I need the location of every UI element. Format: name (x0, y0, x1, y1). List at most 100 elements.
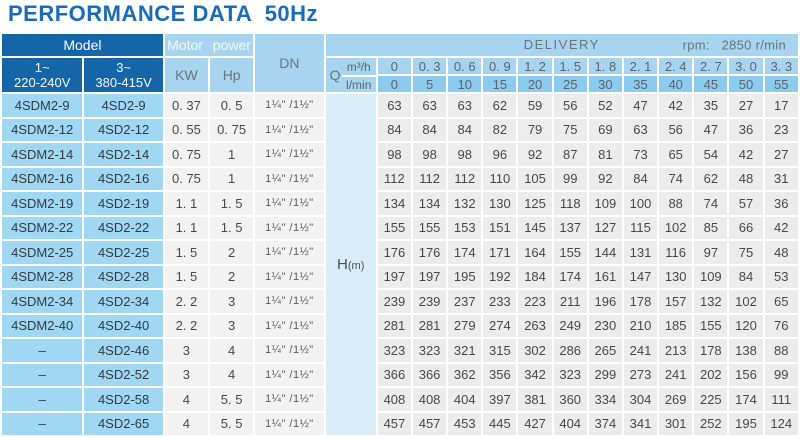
h-unit-label: (m) (347, 259, 365, 272)
head-value-cell: 241 (623, 339, 658, 362)
hp-value-cell: 1 (210, 167, 254, 190)
head-value-cell: 155 (413, 216, 447, 239)
head-value-cell: 302 (518, 339, 552, 362)
kw-value-cell: 1. 1 (164, 192, 209, 215)
model-1phase-cell: 4SDM2-22 (2, 216, 83, 239)
model-3phase-cell: 4SD2-28 (84, 265, 163, 288)
m3h-unit-label: m³/h (346, 60, 371, 74)
head-value-cell: 36 (729, 118, 763, 141)
dn-value-cell: 1¼" /1½" (255, 167, 324, 190)
table-body: 4SDM2-9 4SD2-9 0. 37 0. 5 1¼" /1½" H(m) 63 63 63… (2, 94, 798, 435)
hp-value-cell: 4 (210, 339, 254, 362)
head-value-cell: 445 (483, 412, 517, 435)
header-row-1: Model Motor power DN DELIVERY rpm: 2850 … (2, 34, 798, 92)
model-3phase-cell: 4SD2-46 (84, 339, 163, 362)
head-value-cell: 73 (623, 143, 658, 166)
hp-value-cell: 5. 5 (210, 412, 254, 435)
head-value-cell: 315 (483, 339, 517, 362)
head-value-cell: 109 (588, 192, 622, 215)
head-value-cell: 323 (377, 339, 411, 362)
head-value-cell: 27 (729, 94, 763, 117)
head-unit-cell: H(m) (325, 94, 376, 435)
dn-value-cell: 1¼" /1½" (255, 388, 324, 411)
head-value-cell: 74 (694, 192, 728, 215)
head-value-cell: 174 (729, 388, 763, 411)
head-value-cell: 273 (623, 363, 658, 386)
flow-m3h-value: 1. 5 (553, 58, 587, 74)
head-value-cell: 195 (729, 412, 763, 435)
model-3phase-cell: 4SD2-16 (84, 167, 163, 190)
kw-value-cell: 0. 75 (164, 143, 209, 166)
head-value-cell: 171 (483, 241, 517, 264)
head-value-cell: 31 (764, 167, 798, 190)
head-value-cell: 453 (448, 412, 482, 435)
head-value-cell: 48 (729, 167, 763, 190)
head-value-cell: 404 (553, 412, 587, 435)
single-phase-voltage: 220-240V (14, 75, 71, 90)
head-value-cell: 157 (659, 290, 693, 313)
head-value-cell: 52 (588, 94, 622, 117)
three-phase-voltage: 380-415V (95, 75, 152, 90)
head-value-cell: 334 (588, 388, 622, 411)
lmin-unit-label: l/min (341, 75, 376, 92)
table-row: 4SDM2-14 4SD2-14 0. 75 1 1¼" /1½" 98 98 98 96 92 8… (2, 143, 798, 166)
head-value-cell: 96 (483, 143, 517, 166)
head-value-cell: 263 (518, 314, 552, 337)
head-value-cell: 56 (553, 94, 587, 117)
head-value-cell: 54 (694, 143, 728, 166)
kw-value-cell: 0. 37 (164, 94, 209, 117)
single-phase-symbol: 1~ (34, 60, 50, 75)
model-1phase-cell: 4SDM2-34 (2, 290, 83, 313)
kw-value-cell: 2. 2 (164, 290, 209, 313)
head-value-cell: 356 (483, 363, 517, 386)
head-value-cell: 197 (377, 265, 411, 288)
head-value-cell: 184 (518, 265, 552, 288)
model-1phase-cell: 4SDM2-28 (2, 265, 83, 288)
head-value-cell: 99 (553, 167, 587, 190)
table-row: 4SDM2-16 4SD2-16 0. 75 1 1¼" /1½" 112 112 112 11… (2, 167, 798, 190)
model-3phase-cell: 4SD2-40 (84, 314, 163, 337)
head-value-cell: 110 (483, 167, 517, 190)
flow-header-wrap: Q m³/h l/min (326, 58, 376, 92)
flow-lmin-value: 55 (764, 76, 798, 92)
head-value-cell: 197 (413, 265, 447, 288)
kw-value-cell: 2. 2 (164, 314, 209, 337)
table-row: 4SDM2-25 4SD2-25 1. 5 2 1¼" /1½" 176 176 174 171… (2, 241, 798, 264)
head-value-cell: 87 (553, 143, 587, 166)
model-header: Model (2, 34, 163, 56)
head-value-cell: 155 (553, 241, 587, 264)
head-value-cell: 42 (764, 216, 798, 239)
head-value-cell: 362 (448, 363, 482, 386)
head-value-cell: 304 (623, 388, 658, 411)
flow-m3h-value: 2. 7 (694, 58, 728, 74)
head-value-cell: 174 (553, 265, 587, 288)
head-value-cell: 156 (729, 363, 763, 386)
head-value-cell: 42 (659, 94, 693, 117)
head-value-cell: 62 (483, 94, 517, 117)
flow-lmin-value: 35 (623, 76, 658, 92)
head-value-cell: 79 (518, 118, 552, 141)
head-value-cell: 125 (518, 192, 552, 215)
head-value-cell: 138 (729, 339, 763, 362)
head-value-cell: 17 (764, 94, 798, 117)
head-value-cell: 239 (413, 290, 447, 313)
head-value-cell: 211 (553, 290, 587, 313)
head-value-cell: 134 (377, 192, 411, 215)
head-value-cell: 62 (694, 167, 728, 190)
head-value-cell: 98 (448, 143, 482, 166)
head-value-cell: 225 (694, 388, 728, 411)
dn-value-cell: 1¼" /1½" (255, 363, 324, 386)
head-value-cell: 84 (448, 118, 482, 141)
head-value-cell: 100 (623, 192, 658, 215)
hp-value-cell: 1 (210, 143, 254, 166)
hp-value-cell: 0. 5 (210, 94, 254, 117)
head-value-cell: 176 (413, 241, 447, 264)
header-row-2: 1~ 220-240V 3~ 380-415V KW Hp Q m³/h l/m… (2, 58, 798, 92)
flow-lmin-value: 0 (377, 76, 411, 92)
head-value-cell: 102 (659, 216, 693, 239)
flow-lmin-value: 40 (659, 76, 693, 92)
head-value-cell: 374 (588, 412, 622, 435)
head-value-cell: 239 (377, 290, 411, 313)
head-value-cell: 23 (764, 118, 798, 141)
head-value-cell: 97 (694, 241, 728, 264)
